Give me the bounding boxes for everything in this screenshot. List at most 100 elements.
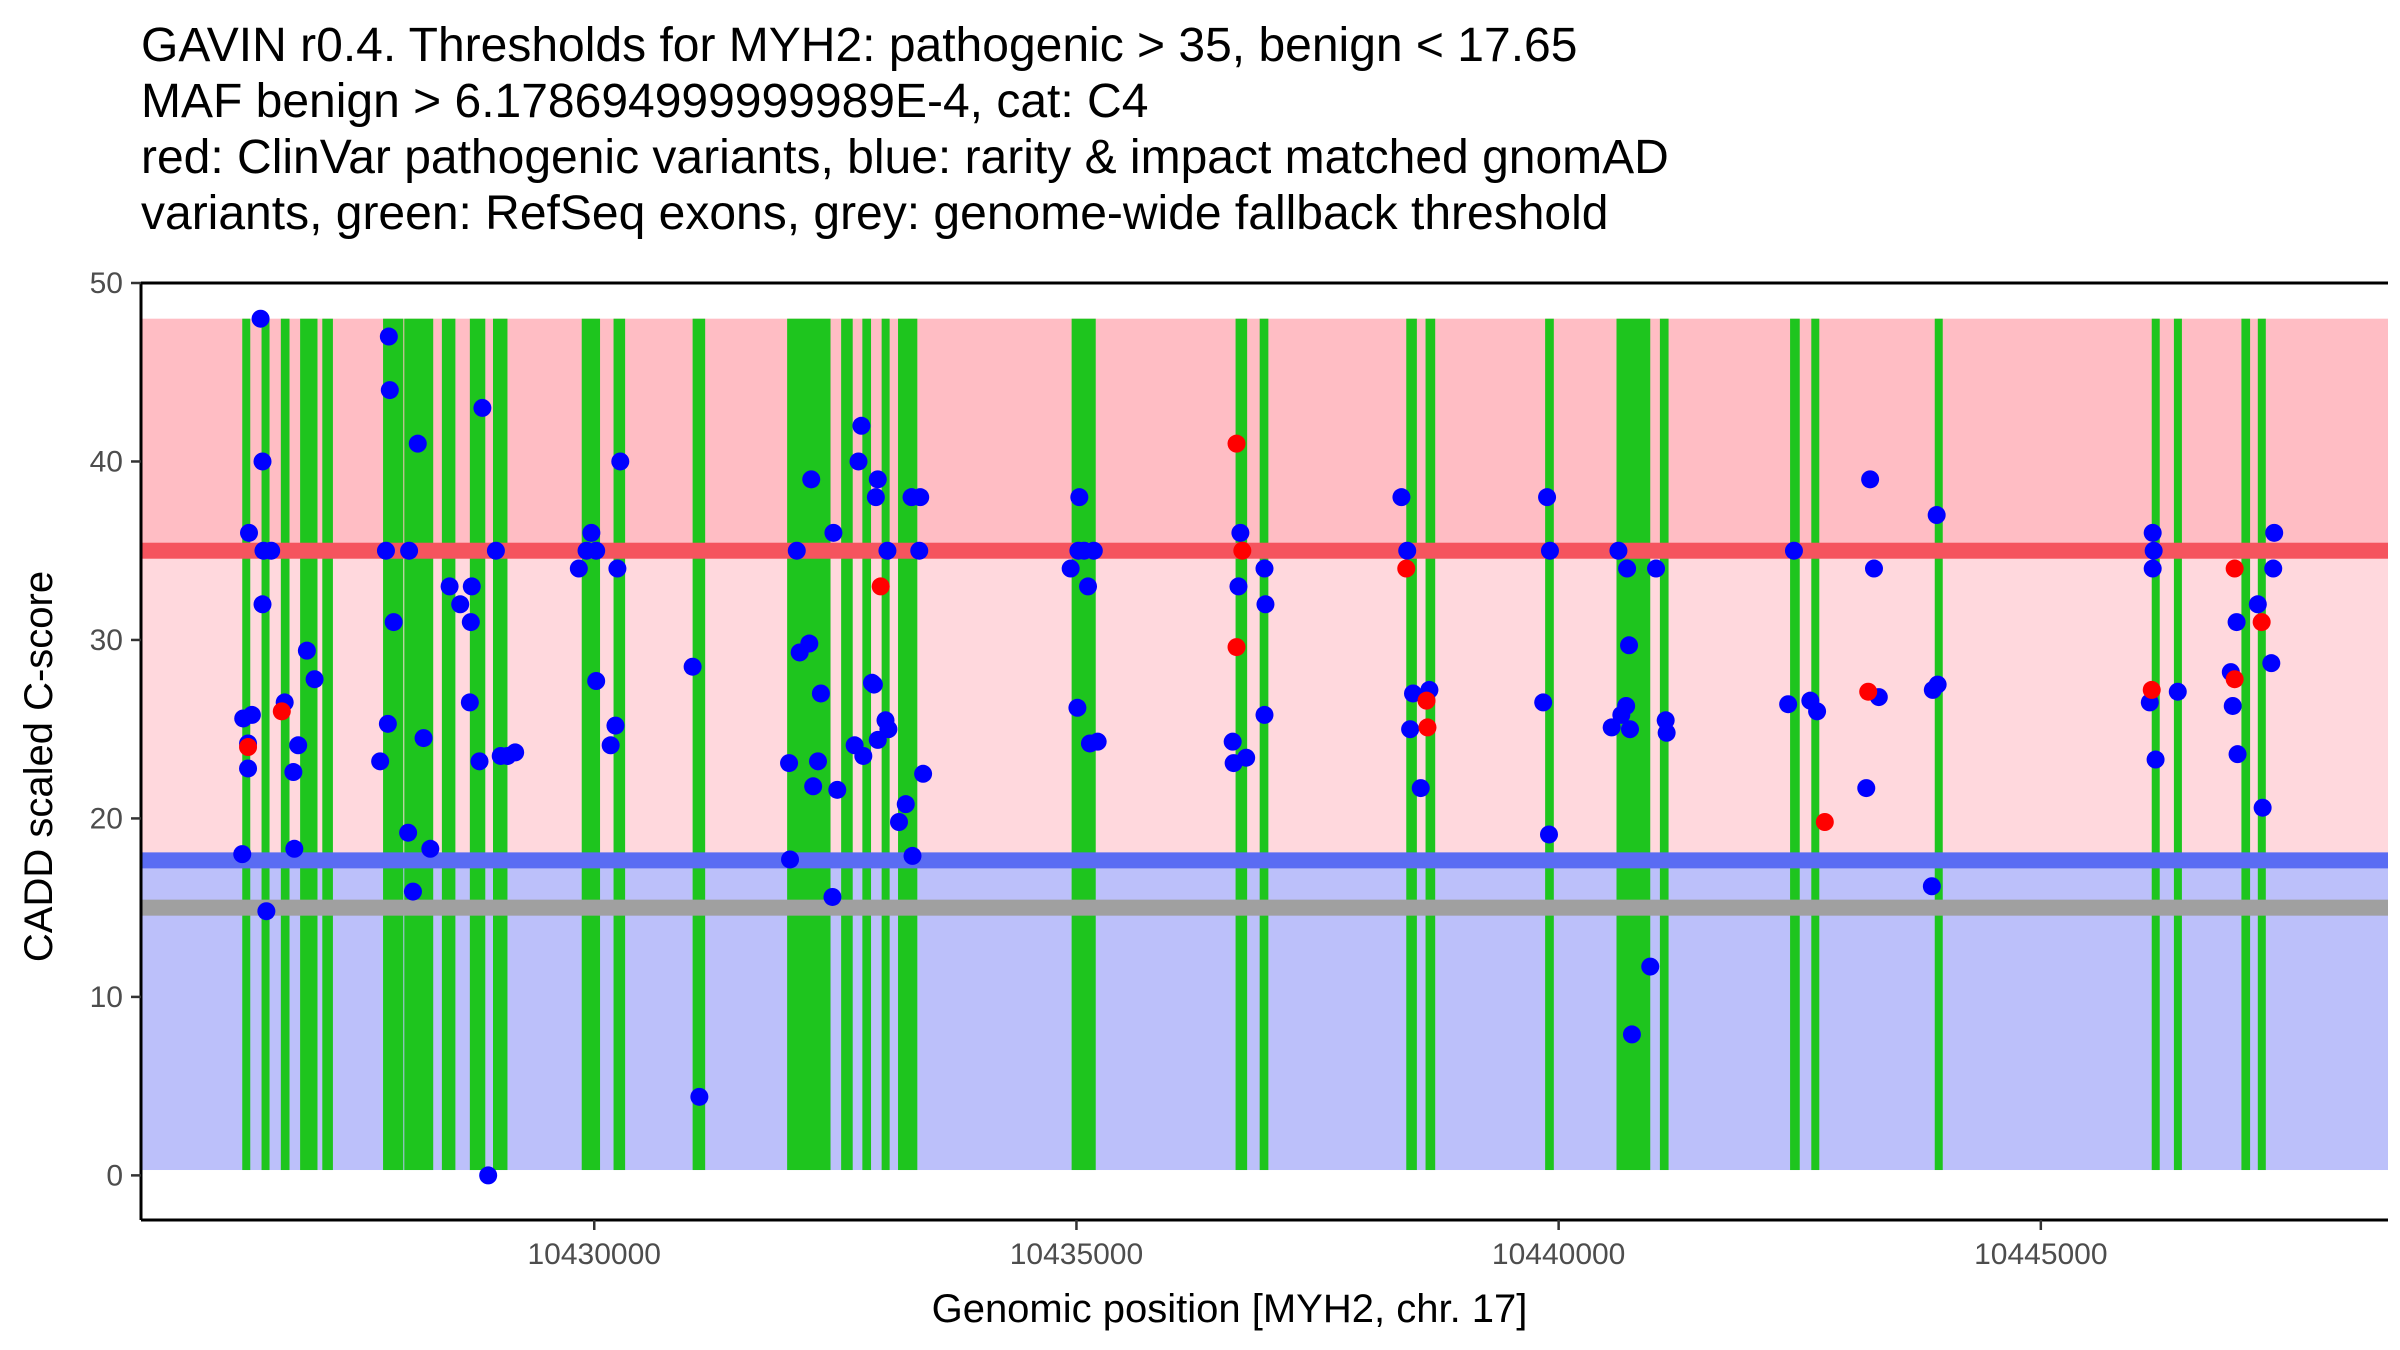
gnomad-point — [1609, 541, 1628, 560]
fallback-threshold-line — [141, 899, 2388, 916]
gnomad-point — [239, 759, 258, 778]
gnomad-point — [1411, 779, 1430, 798]
gnomad-point — [1068, 698, 1087, 717]
gnomad-point — [1647, 559, 1666, 578]
gnomad-point — [1857, 779, 1876, 798]
clinvar-point — [2252, 613, 2271, 632]
gnomad-point — [780, 754, 799, 773]
gnomad-point — [1927, 506, 1946, 525]
gnomad-point — [1620, 636, 1639, 655]
gnomad-point — [242, 705, 261, 724]
y-axis-title: CADD scaled C-score — [17, 571, 61, 962]
gnomad-point — [486, 541, 505, 560]
exon-bar — [862, 318, 872, 1171]
clinvar-point — [2225, 559, 2244, 578]
gnomad-point — [854, 746, 873, 765]
gnomad-point — [451, 595, 470, 614]
gnomad-point — [802, 470, 821, 489]
axis-ticks: 0 10 20 30 40 50 10430000 10435000 10440000 10445… — [90, 267, 2108, 1271]
gnomad-point — [849, 452, 868, 471]
exon-bar — [261, 318, 270, 1171]
gnomad-point — [828, 780, 847, 799]
exon-bar — [322, 318, 333, 1171]
title-line-3: red: ClinVar pathogenic variants, blue: … — [141, 131, 1669, 184]
exon-bar — [383, 318, 404, 1171]
title-line-2: MAF benign > 6.178694999999989E-4, cat: … — [141, 75, 1149, 128]
gnomad-point — [257, 902, 276, 921]
gnomad-point — [878, 541, 897, 560]
gnomad-point — [1079, 577, 1098, 596]
gnomad-point — [460, 693, 479, 712]
y-tick-label: 0 — [106, 1159, 123, 1192]
gnomad-point — [462, 577, 481, 596]
exon-bar — [280, 318, 290, 1171]
clinvar-point — [1227, 434, 1246, 453]
gnomad-point — [608, 559, 627, 578]
clinvar-point — [1418, 718, 1437, 737]
clinvar-point — [871, 577, 890, 596]
gnomad-point — [379, 327, 398, 346]
gnomad-point — [868, 470, 887, 489]
gnomad-point — [1534, 693, 1553, 712]
exon-bar — [300, 318, 318, 1171]
clinvar-point — [1815, 812, 1834, 831]
exon-bar — [1259, 318, 1269, 1171]
y-tick-label: 50 — [90, 267, 123, 300]
gnomad-point — [914, 764, 933, 783]
exon-bar — [492, 318, 508, 1171]
clinvar-point — [2225, 670, 2244, 689]
gnomad-point — [1618, 559, 1637, 578]
gnomad-point — [2248, 595, 2267, 614]
gnomad-point — [1392, 488, 1411, 507]
gnomad-point — [414, 729, 433, 748]
pathogenic-threshold-line — [141, 542, 2388, 559]
gnomad-point — [1861, 470, 1880, 489]
exon-bar — [441, 318, 456, 1171]
gnomad-point — [879, 720, 898, 739]
exon-bar — [2241, 318, 2251, 1171]
exon-bar — [787, 318, 831, 1171]
gnomad-point — [1231, 523, 1250, 542]
gnomad-point — [403, 882, 422, 901]
gnomad-point — [399, 823, 418, 842]
gnomad-point — [470, 752, 489, 771]
y-tick-label: 30 — [90, 624, 123, 657]
variant-points — [233, 309, 2284, 1185]
gnomad-point — [2253, 798, 2272, 817]
gnomad-point — [1602, 718, 1621, 737]
exon-bar — [1425, 318, 1436, 1171]
gnomad-point — [1922, 877, 1941, 896]
gnomad-point — [866, 488, 885, 507]
gnomad-point — [461, 613, 480, 632]
clinvar-point — [272, 702, 291, 721]
clinvar-point — [1233, 541, 1252, 560]
gnomad-point — [1617, 696, 1636, 715]
gnomad-point — [824, 523, 843, 542]
gnomad-point — [1256, 595, 1275, 614]
exon-bar — [469, 318, 486, 1171]
exon-bar — [2257, 318, 2266, 1171]
exon-bar — [2151, 318, 2160, 1171]
gnomad-point — [896, 795, 915, 814]
gnomad-point — [911, 488, 930, 507]
exon-bar — [1545, 318, 1554, 1171]
gnomad-point — [384, 613, 403, 632]
gnomad-point — [1237, 748, 1256, 767]
exon-bar — [898, 318, 918, 1171]
clinvar-point — [1859, 682, 1878, 701]
gnomad-point — [2265, 523, 2284, 542]
gnomad-point — [376, 541, 395, 560]
clinvar-point — [239, 738, 258, 757]
gnomad-point — [1784, 541, 1803, 560]
gnomad-point — [408, 434, 427, 453]
gnomad-point — [473, 398, 492, 417]
clinvar-point — [1227, 638, 1246, 657]
gnomad-point — [1539, 825, 1558, 844]
exon-bars — [242, 318, 2266, 1171]
gnomad-point — [903, 846, 922, 865]
gnomad-point — [890, 812, 909, 831]
gnomad-point — [2144, 541, 2163, 560]
gnomad-point — [601, 736, 620, 755]
gnomad-point — [1229, 577, 1248, 596]
